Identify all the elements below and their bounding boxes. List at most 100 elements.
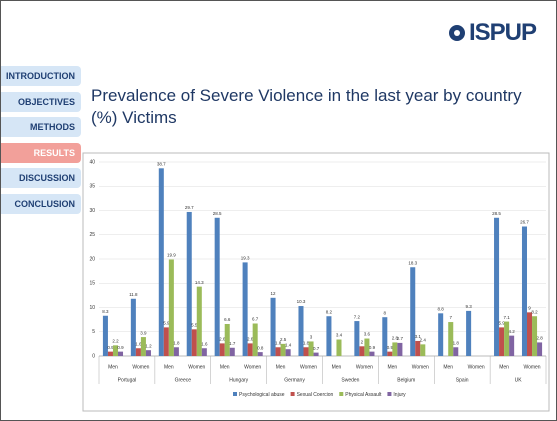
bar — [453, 347, 459, 356]
legend-swatch — [290, 392, 295, 396]
nav-item[interactable]: METHODS — [1, 117, 81, 137]
data-label: 0.9 — [117, 345, 124, 350]
bar — [359, 346, 365, 356]
data-label: 1.6 — [135, 341, 142, 346]
x-tick-label: Women — [188, 364, 205, 370]
data-label: 2.6 — [219, 337, 226, 342]
x-tick-label: Women — [356, 364, 373, 370]
bar — [102, 315, 108, 356]
nav-item[interactable]: OBJECTIVES — [1, 91, 81, 112]
data-label: 0.9 — [369, 345, 376, 350]
data-label: 4.2 — [509, 329, 516, 334]
bar — [168, 259, 174, 356]
data-label: 19.3 — [241, 256, 250, 261]
data-label: 2.4 — [420, 338, 427, 343]
x-tick-label: Men — [108, 364, 118, 370]
bar — [415, 340, 421, 356]
data-label: 7 — [449, 315, 452, 320]
group-label: Spain — [456, 377, 469, 383]
bar — [303, 347, 309, 356]
bar — [521, 226, 528, 356]
data-label: 29.7 — [185, 205, 194, 210]
bar — [117, 351, 124, 356]
bar — [392, 342, 398, 356]
legend-label: Psychological abuse — [239, 392, 285, 398]
y-tick-label: 0 — [92, 353, 95, 359]
bar — [224, 323, 230, 356]
bar — [354, 321, 360, 356]
bar — [270, 297, 276, 356]
bar — [298, 306, 304, 356]
data-label: 2.2 — [112, 339, 119, 344]
bar — [369, 351, 375, 356]
logo: ISPUP — [469, 19, 537, 46]
x-tick-label: Men — [164, 364, 174, 370]
data-label: 6.6 — [224, 317, 231, 322]
x-tick-label: Women — [468, 364, 485, 370]
data-label: 3.9 — [140, 330, 147, 335]
data-label: 12 — [271, 291, 277, 296]
bar — [130, 298, 136, 356]
group-label: UK — [515, 377, 523, 383]
nav-item[interactable]: DISCUSSION — [1, 168, 81, 188]
data-label: 1.8 — [275, 340, 282, 345]
x-tick-label: Women — [244, 364, 261, 370]
bar — [145, 350, 151, 356]
bar — [112, 345, 118, 356]
nav-item[interactable]: INTRODUCTION — [1, 66, 81, 86]
nav-item[interactable]: CONCLUSION — [1, 193, 81, 214]
bar — [532, 316, 538, 356]
data-label: 7.2 — [354, 314, 361, 319]
bar — [364, 338, 370, 356]
data-label: 26.7 — [520, 220, 529, 225]
data-label: 11.8 — [129, 292, 138, 297]
bar — [326, 316, 332, 356]
group-label: Sweden — [341, 377, 359, 383]
logo-icon — [449, 25, 465, 41]
bar — [382, 317, 388, 356]
bar — [135, 348, 141, 356]
data-label: 28.5 — [492, 211, 501, 216]
x-tick-label: Women — [132, 364, 149, 370]
data-label: 0.9 — [387, 345, 394, 350]
data-label: 3.6 — [364, 332, 371, 337]
data-label: 2 — [361, 339, 364, 344]
group-label: Portugal — [118, 377, 137, 383]
data-label: 3 — [310, 335, 313, 340]
bar — [196, 286, 202, 356]
x-tick-label: Men — [332, 364, 342, 370]
group-label: Germany — [284, 377, 305, 383]
nav-item[interactable]: RESULTS — [1, 142, 81, 163]
bar — [280, 343, 286, 356]
data-label: 1.7 — [229, 341, 236, 346]
bar — [537, 342, 543, 356]
data-label: 3.1 — [415, 334, 422, 339]
data-label: 5.9 — [498, 321, 505, 326]
bar — [257, 352, 263, 356]
data-label: 0.7 — [313, 346, 320, 351]
data-label: 8.3 — [102, 309, 109, 314]
data-label: 18.3 — [408, 260, 417, 265]
bar — [509, 335, 515, 356]
bar — [252, 323, 258, 356]
bar — [410, 267, 416, 356]
x-tick-label: Men — [387, 364, 397, 370]
bar — [420, 344, 426, 356]
data-label: 1.6 — [201, 341, 208, 346]
chart-frame — [82, 152, 550, 412]
x-tick-label: Men — [276, 364, 286, 370]
bar — [158, 168, 164, 356]
data-label: 14.3 — [195, 280, 204, 285]
x-tick-label: Women — [523, 364, 540, 370]
data-label: 2.8 — [392, 336, 399, 341]
x-tick-label: Men — [443, 364, 453, 370]
bar — [527, 312, 533, 356]
data-label: 5.9 — [163, 321, 170, 326]
data-label: 2.5 — [280, 337, 287, 342]
bar — [494, 217, 500, 356]
data-label: 3.4 — [336, 333, 343, 338]
bar — [336, 339, 342, 356]
data-label: 38.7 — [157, 161, 166, 166]
group-label: Greece — [175, 377, 192, 383]
